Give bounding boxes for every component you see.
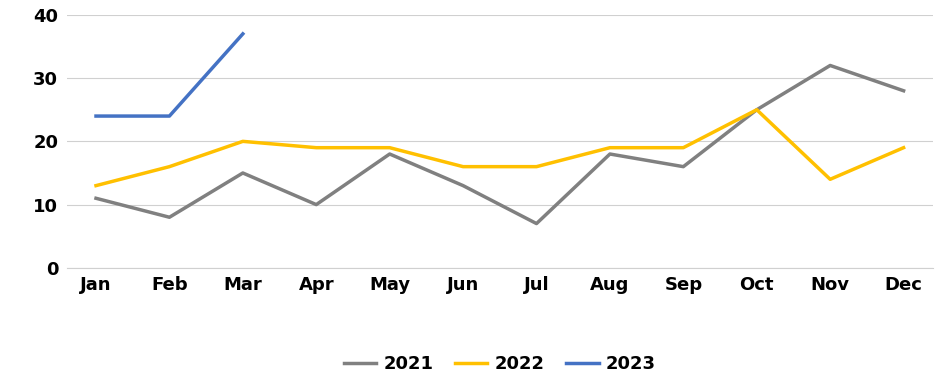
Legend: 2021, 2022, 2023: 2021, 2022, 2023	[336, 348, 664, 372]
